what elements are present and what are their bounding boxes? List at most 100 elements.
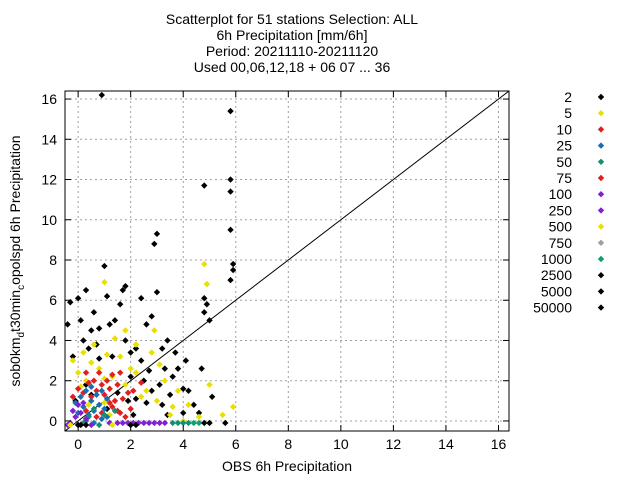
data-point [77, 409, 84, 417]
data-point [77, 421, 84, 429]
data-point [143, 387, 150, 394]
legend-entry-marker [597, 239, 605, 246]
legend-entry-label: 750 [549, 235, 573, 251]
data-point [85, 379, 92, 386]
data-point [80, 349, 87, 356]
data-point [127, 349, 134, 356]
legend-entry-marker [597, 158, 605, 165]
legend-entry-marker [597, 304, 605, 311]
data-point [206, 317, 213, 324]
data-point [161, 377, 169, 384]
legend-entry-marker [597, 272, 605, 279]
data-point [208, 393, 216, 400]
data-point [114, 389, 121, 396]
data-point [101, 411, 108, 419]
x-tick-label: 6 [232, 436, 240, 452]
data-point [64, 321, 71, 328]
data-point [90, 341, 98, 348]
data-point [127, 421, 134, 429]
data-points [64, 91, 237, 429]
data-point [148, 387, 155, 394]
y-tick-label: 12 [41, 172, 57, 188]
data-point [109, 371, 116, 378]
data-point [161, 365, 169, 372]
data-point [156, 381, 163, 388]
data-point [222, 419, 229, 427]
legend-entry-label: 50000 [533, 300, 572, 316]
data-point [174, 419, 182, 427]
data-point [82, 286, 90, 294]
legend-entry-label: 250 [549, 202, 573, 218]
y-axis-label-sub2: c [16, 285, 27, 290]
title-line-2: 6h Precipitation [mm/6h] [217, 27, 368, 43]
data-point [140, 419, 148, 427]
y-axis-label-sub1: d [16, 332, 27, 338]
legend-entry-marker [597, 191, 605, 198]
data-point [85, 345, 92, 352]
y-tick-label: 14 [41, 131, 57, 147]
data-point [88, 359, 95, 366]
data-point [74, 295, 82, 302]
data-point [151, 419, 158, 427]
title-line-4: Used 00,06,12,18 + 06 07 ... 36 [194, 59, 391, 75]
data-point [82, 407, 90, 415]
data-point [101, 278, 108, 286]
data-point [72, 413, 79, 421]
data-point [185, 401, 192, 409]
data-point [172, 349, 179, 356]
data-point [109, 403, 116, 411]
legend-entry-label: 100 [549, 186, 573, 202]
data-point [119, 419, 126, 427]
data-point [116, 369, 124, 376]
data-point [109, 353, 116, 360]
chart-title: Scatterplot for 51 stations Selection: A… [166, 11, 418, 75]
data-point [143, 399, 150, 407]
legend-entry-marker [597, 142, 605, 149]
legend-entry-marker [597, 93, 605, 101]
data-point [90, 377, 98, 384]
data-point [101, 262, 108, 270]
data-point [77, 317, 84, 324]
legend-entry-marker [597, 288, 605, 295]
legend-entry-label: 75 [556, 170, 572, 186]
data-point [74, 401, 82, 409]
data-point [169, 403, 176, 411]
data-point [69, 393, 77, 400]
data-point [80, 399, 87, 407]
data-point [153, 288, 161, 296]
legend-entry-label: 5000 [541, 283, 572, 299]
y-tick-label: 0 [49, 413, 57, 429]
data-point [206, 381, 213, 388]
legend-entry-label: 10 [556, 121, 572, 137]
data-point [122, 413, 129, 421]
y-axis-label-part1: sob0km [7, 338, 23, 387]
data-point [98, 91, 105, 99]
data-point [182, 357, 190, 364]
data-point [95, 421, 103, 429]
legend-entry-label: 25 [556, 138, 572, 154]
data-point [206, 419, 213, 427]
data-point [203, 301, 211, 308]
data-point [122, 337, 129, 344]
y-axis-label-part3: opolspd 6h Precipitation [7, 135, 23, 284]
data-point [72, 399, 79, 407]
data-point [111, 317, 119, 324]
data-point [169, 373, 176, 380]
legend-entry-marker [597, 223, 605, 230]
y-axis-label-part2: t30min [7, 290, 23, 332]
data-point [156, 361, 163, 368]
data-point [180, 385, 187, 392]
data-point [88, 421, 95, 429]
data-point [101, 405, 108, 413]
data-point [90, 405, 98, 413]
data-point [106, 385, 113, 392]
x-tick-label: 4 [179, 436, 187, 452]
data-point [137, 357, 145, 364]
data-point [227, 188, 234, 195]
data-point [127, 365, 134, 372]
x-tick-label: 2 [127, 436, 135, 452]
data-point [227, 107, 234, 115]
data-point [229, 266, 237, 274]
data-point [148, 313, 155, 320]
